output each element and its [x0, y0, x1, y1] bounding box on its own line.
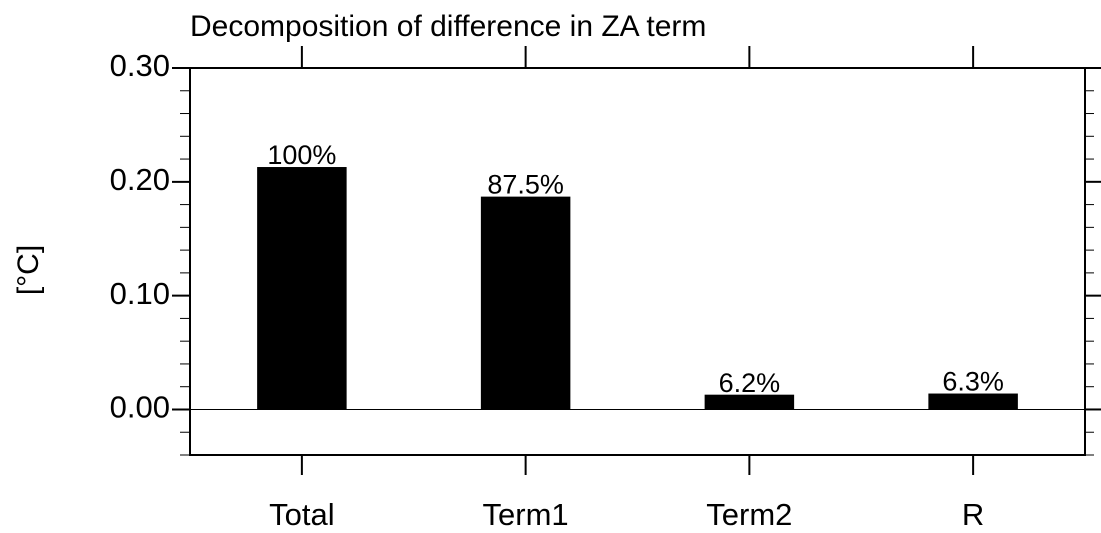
share-label: 6.2%: [719, 368, 781, 398]
plot-frame: [189, 67, 1086, 456]
share-label: 6.3%: [942, 367, 1004, 397]
bar: [257, 167, 347, 410]
bar: [480, 196, 571, 410]
y-axis-label: [°C]: [12, 245, 45, 295]
x-tick-label: Total: [269, 497, 334, 532]
bar: [704, 394, 795, 410]
x-tick-label: Term1: [483, 497, 569, 532]
share-label: 100%: [267, 140, 336, 170]
y-tick-label: 0.20: [110, 162, 170, 197]
y-tick-label: 0.00: [110, 390, 170, 425]
bar: [928, 393, 1018, 410]
x-tick-label: R: [962, 497, 984, 532]
y-tick-label: 0.10: [110, 276, 170, 311]
share-label: 87.5%: [487, 170, 564, 200]
chart-title: Decomposition of difference in ZA term: [190, 10, 706, 43]
x-tick-label: Term2: [706, 497, 792, 532]
y-tick-label: 0.30: [110, 48, 170, 83]
